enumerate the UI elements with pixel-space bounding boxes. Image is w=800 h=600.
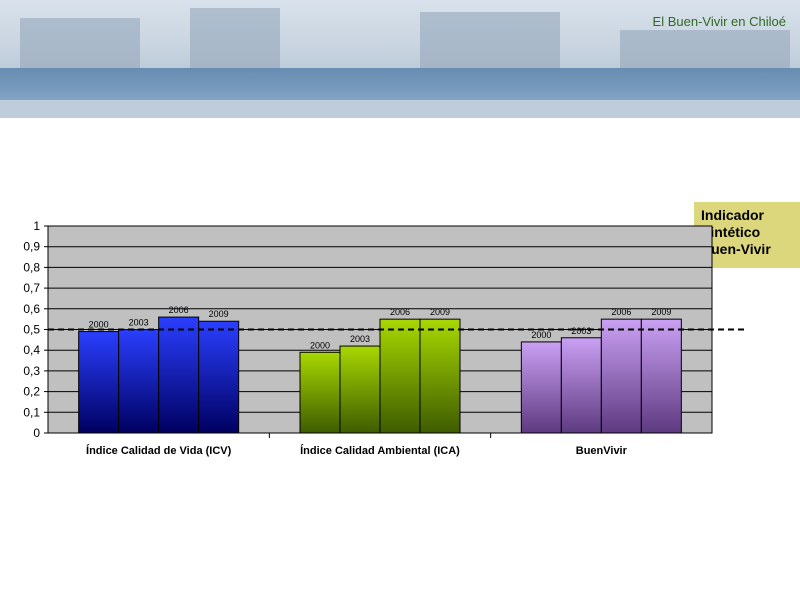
bar [339, 345, 381, 434]
bar [560, 337, 602, 434]
bar [198, 320, 240, 434]
y-tick-label: 0,3 [23, 364, 40, 378]
bar [158, 316, 200, 434]
banner-water [0, 68, 800, 100]
bar-year-label: 2003 [129, 318, 149, 328]
category-label: Índice Calidad Ambiental (ICA) [300, 444, 460, 457]
bar [419, 318, 461, 434]
bar-year-label: 2009 [209, 309, 229, 319]
y-tick-label: 0,6 [23, 302, 40, 316]
y-tick-label: 0,5 [23, 323, 40, 337]
y-tick-label: 0,2 [23, 385, 40, 399]
bar-year-label: 2000 [531, 330, 551, 340]
bar [379, 318, 421, 434]
y-tick-label: 0 [33, 426, 40, 440]
banner-building [420, 12, 560, 68]
bar [78, 331, 120, 434]
indicator-label-line: Indicador [701, 207, 765, 223]
banner-shore [0, 100, 800, 118]
indicator-label-line: Buen-Vivir [701, 241, 771, 257]
bar-year-label: 2003 [571, 326, 591, 336]
bar-year-label: 2006 [169, 305, 189, 315]
category-label: Índice Calidad de Vida (ICV) [86, 444, 232, 457]
bar [600, 318, 642, 434]
bar-year-label: 2006 [390, 307, 410, 317]
bar-year-label: 2009 [651, 307, 671, 317]
banner-building [20, 18, 140, 68]
y-tick-label: 0,1 [23, 405, 40, 419]
header-banner: El Buen-Vivir en Chiloé [0, 0, 800, 118]
banner-building [190, 8, 280, 68]
bar [118, 329, 160, 434]
y-tick-label: 0,8 [23, 260, 40, 274]
bar-year-label: 2003 [350, 334, 370, 344]
category-label: BuenVivir [576, 445, 628, 457]
y-tick-label: 0,9 [23, 240, 40, 254]
y-tick-label: 0,7 [23, 281, 40, 295]
y-tick-label: 1 [33, 219, 40, 233]
bar-year-label: 2009 [430, 307, 450, 317]
bar [520, 341, 562, 434]
bar-year-label: 2000 [89, 320, 109, 330]
banner-building [620, 30, 790, 68]
y-tick-label: 0,4 [23, 343, 40, 357]
page-title: El Buen-Vivir en Chiloé [652, 14, 786, 29]
bar [640, 318, 682, 434]
indicator-label-line: Sintético [701, 224, 761, 240]
bar-year-label: 2006 [611, 307, 631, 317]
bar [299, 351, 341, 434]
bar-year-label: 2000 [310, 340, 330, 350]
